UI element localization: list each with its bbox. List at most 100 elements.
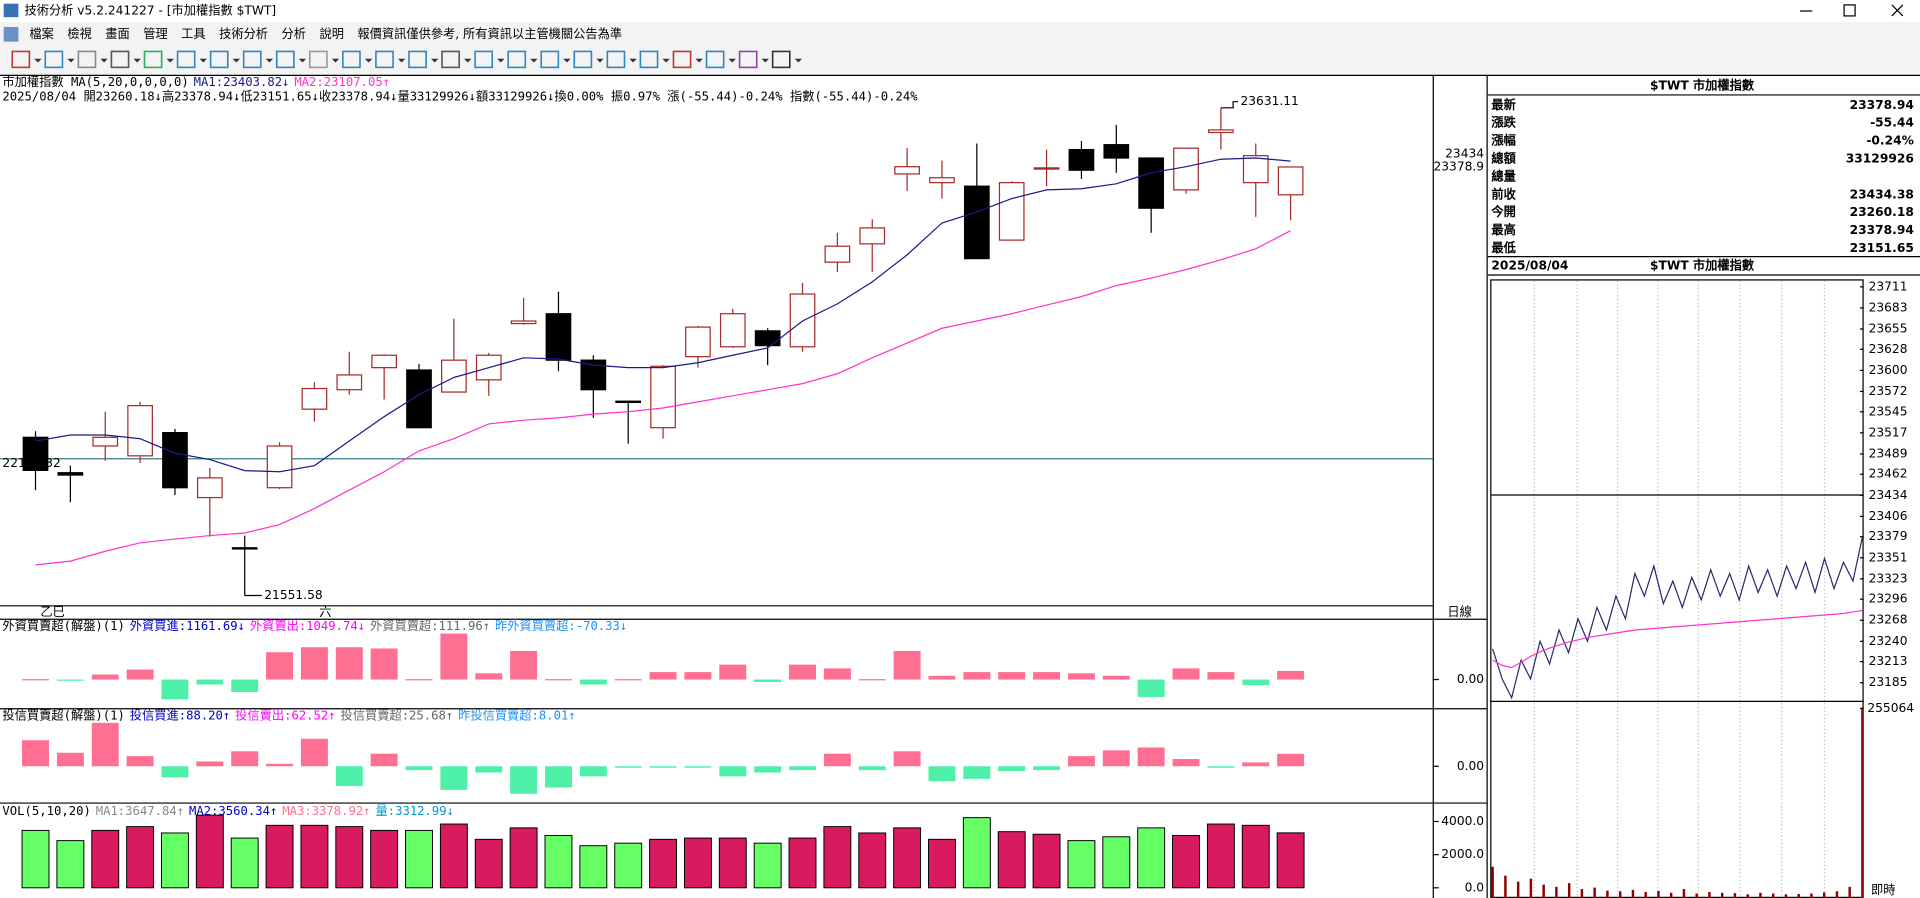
y-tick-label: 23572 xyxy=(1869,384,1908,398)
bar xyxy=(509,827,538,889)
toolbar-button[interactable] xyxy=(143,50,163,69)
candle-body xyxy=(1033,167,1060,170)
toolbar-dropdown[interactable] xyxy=(662,58,670,63)
menu-item[interactable]: 說明 xyxy=(319,26,343,41)
toolbar-button[interactable] xyxy=(573,50,593,69)
menu-item[interactable]: 檔案 xyxy=(29,26,53,41)
bar xyxy=(22,740,49,767)
bar xyxy=(579,845,608,889)
toolbar-dropdown[interactable] xyxy=(629,58,637,63)
toolbar-dropdown[interactable] xyxy=(695,58,703,63)
candle-body xyxy=(406,369,432,429)
bar xyxy=(614,679,642,681)
toolbar-button[interactable] xyxy=(44,50,64,69)
toolbar-button[interactable] xyxy=(507,50,527,69)
toolbar-dropdown[interactable] xyxy=(596,58,604,63)
legend-entry: 外資買賣超:111.96↑ xyxy=(370,618,490,633)
menu-item[interactable]: 畫面 xyxy=(105,26,129,41)
panel-header: 外資買賣超(解盤)(1) 外資買進:1161.69↓ 外資賣出:1049.74↓ 外資… xyxy=(2,618,627,633)
toolbar-button[interactable] xyxy=(176,50,196,69)
bar xyxy=(1102,750,1130,767)
toolbar-button[interactable] xyxy=(110,50,130,69)
volume-bar xyxy=(1631,889,1635,898)
menu-item[interactable]: 管理 xyxy=(143,26,167,41)
quote-title: $TWT 市加權指數 xyxy=(1650,77,1755,92)
toolbar-button[interactable] xyxy=(209,50,229,69)
toolbar-dropdown[interactable] xyxy=(67,58,75,63)
toolbar-button[interactable] xyxy=(342,50,361,69)
bar xyxy=(300,824,329,889)
toolbar-button[interactable] xyxy=(540,50,560,69)
toolbar-button[interactable] xyxy=(275,50,295,69)
panel-header: 投信買賣超(解盤)(1) 投信買進:88.20↑ 投信賣出:62.52↑ 投信買賣超:… xyxy=(2,707,575,722)
quote-label: 前收 xyxy=(1491,186,1516,201)
toolbar-button[interactable] xyxy=(11,50,31,69)
volume-bar xyxy=(1835,891,1839,898)
toolbar-button[interactable] xyxy=(441,50,460,69)
toolbar-button[interactable] xyxy=(705,50,725,69)
chart-header: 市加權指數 MA(5,20,0,0,0,0) MA1:23403.82↓ MA2:2… xyxy=(2,74,390,89)
toolbar-dropdown[interactable] xyxy=(431,58,439,63)
toolbar-button[interactable] xyxy=(606,50,626,69)
y-tick-label: 0.00 xyxy=(1457,672,1484,686)
toolbar-dropdown[interactable] xyxy=(199,58,207,63)
toolbar-dropdown[interactable] xyxy=(265,58,274,63)
toolbar-dropdown[interactable] xyxy=(497,58,505,63)
candle-body xyxy=(1277,166,1304,196)
toolbar-dropdown[interactable] xyxy=(364,58,373,63)
quote-value: 23378.94 xyxy=(1850,223,1914,237)
toolbar-dropdown[interactable] xyxy=(298,58,307,63)
bar xyxy=(753,842,782,889)
candle-body xyxy=(754,330,781,347)
bar xyxy=(858,766,886,771)
toolbar-button[interactable] xyxy=(771,50,791,69)
toolbar-button[interactable] xyxy=(77,50,97,69)
y-tick-label: 23600 xyxy=(1869,363,1908,377)
toolbar-dropdown[interactable] xyxy=(232,58,240,63)
toolbar-button[interactable] xyxy=(375,50,394,69)
toolbar-button[interactable] xyxy=(474,50,494,69)
bar xyxy=(823,668,851,680)
bar xyxy=(649,672,677,680)
toolbar-dropdown[interactable] xyxy=(530,58,538,63)
menu-item[interactable]: 分析 xyxy=(282,27,306,41)
bar xyxy=(91,722,119,767)
toolbar-button[interactable] xyxy=(738,50,758,69)
toolbar-dropdown[interactable] xyxy=(794,58,803,63)
quote-value: 23378.94 xyxy=(1850,98,1914,112)
toolbar-button[interactable] xyxy=(309,50,328,69)
menu-item[interactable]: 檢視 xyxy=(67,26,91,41)
toolbar-dropdown[interactable] xyxy=(563,58,571,63)
toolbar-dropdown[interactable] xyxy=(397,58,406,63)
bar xyxy=(1242,762,1270,767)
toolbar-button[interactable] xyxy=(672,50,692,69)
quote-value: 23434.38 xyxy=(1850,187,1914,201)
legend-entry: MA3:3378.92↑ xyxy=(282,804,370,818)
bar xyxy=(928,675,956,680)
bar xyxy=(1033,672,1061,680)
intraday-line xyxy=(1492,609,1863,669)
toolbar-dropdown[interactable] xyxy=(761,58,769,63)
toolbar-dropdown[interactable] xyxy=(133,58,141,63)
quote-label: 總量 xyxy=(1491,168,1515,183)
menu-item[interactable]: 工具 xyxy=(181,27,205,41)
toolbar-button[interactable] xyxy=(242,50,262,69)
toolbar-dropdown[interactable] xyxy=(331,58,340,63)
toolbar-button[interactable] xyxy=(408,50,427,69)
toolbar-dropdown[interactable] xyxy=(34,58,42,63)
maximize-button[interactable] xyxy=(1843,4,1856,17)
menu-item[interactable]: 報價資訊僅供參考, 所有資訊以主管機關公告為準 xyxy=(357,26,622,41)
bar xyxy=(754,766,782,773)
menu-item[interactable]: 技術分析 xyxy=(219,27,268,41)
toolbar-dropdown[interactable] xyxy=(728,58,736,63)
close-button[interactable] xyxy=(1891,4,1904,17)
toolbar-dropdown[interactable] xyxy=(166,58,174,63)
quote-value: 23260.18 xyxy=(1850,205,1914,219)
toolbar-button[interactable] xyxy=(639,50,659,69)
bar xyxy=(126,669,154,680)
toolbar-dropdown[interactable] xyxy=(464,58,472,63)
toolbar-dropdown[interactable] xyxy=(100,58,108,63)
candle-body xyxy=(162,432,188,489)
bar xyxy=(300,647,328,680)
